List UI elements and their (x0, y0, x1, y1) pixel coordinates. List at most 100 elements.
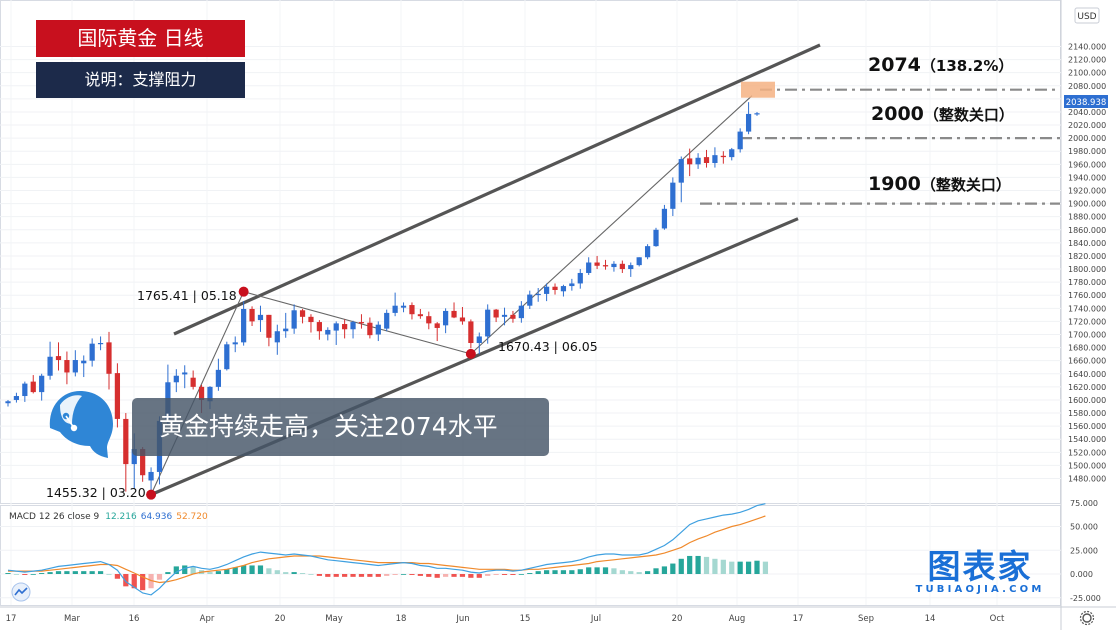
candle-body (342, 324, 348, 330)
candle-body (241, 308, 247, 343)
candle-body (501, 314, 508, 317)
candle-body (594, 262, 600, 266)
candle-body (333, 323, 339, 331)
candle-body (745, 113, 752, 132)
candle-body (468, 321, 474, 344)
price-axis[interactable]: 2140.0002120.0002100.0002080.0002060.000… (1068, 43, 1106, 484)
macd-histogram-bar (451, 574, 457, 577)
candle-body (123, 418, 129, 465)
key-levels (700, 88, 1060, 205)
macd-histogram-bar (409, 574, 415, 575)
candle-body (22, 383, 28, 397)
macd-histogram-bar (687, 555, 693, 574)
candle-body (308, 316, 314, 323)
time-tick-label: 16 (129, 614, 140, 624)
candle-body (106, 342, 112, 374)
macd-histogram-bar (342, 574, 348, 577)
macd-histogram-bar (636, 572, 642, 574)
candle-body (678, 159, 684, 183)
macd-histogram-bar (140, 574, 146, 591)
pivot-points[interactable]: 1455.32 | 03.20 1765.41 | 05.18 1670.43 | … (46, 286, 598, 500)
macd-histogram-bar (89, 571, 95, 574)
candle-body (653, 229, 659, 247)
macd-histogram-bar (535, 571, 541, 574)
level-2074-label: 2074（138.2%） (868, 54, 1013, 76)
macd-histogram-bar (745, 561, 752, 574)
time-tick-label: Jun (455, 614, 469, 624)
currency-badge-box[interactable] (1074, 7, 1100, 24)
macd-histogram-bar (72, 571, 78, 574)
candle-body (409, 305, 415, 315)
candle-body (636, 257, 642, 266)
macd-legend: MACD 12 26 close 9 12.216 64.936 52.720 (9, 512, 208, 522)
candle-body (148, 471, 154, 481)
candle-body (535, 293, 541, 296)
time-tick-label: Oct (990, 614, 1005, 624)
macd-histogram-bar (325, 574, 331, 577)
macd-histogram-bar (39, 573, 45, 574)
price-tick-label: 2040.000 (1068, 108, 1106, 117)
candle-body (249, 308, 255, 322)
candle-body (619, 263, 625, 270)
candle-body (518, 305, 524, 319)
macd-histogram-bar (560, 570, 567, 574)
pivot-label-low-0605: 1670.43 | 06.05 (498, 339, 598, 354)
macd-histogram-bar (81, 571, 87, 574)
macd-histogram-bar (619, 570, 625, 574)
price-tick-label: 1540.000 (1068, 435, 1106, 444)
candle-body (392, 305, 398, 313)
time-tick-label: Sep (858, 614, 874, 624)
macd-histogram-bar (737, 561, 743, 574)
level-1900-label: 1900（整数关口） (868, 173, 1011, 195)
swing-line-3 (470, 95, 753, 355)
pivot-dot-low-0320 (146, 489, 157, 500)
candle-body (350, 322, 356, 330)
macd-histogram-bar (358, 574, 365, 577)
candle-body (586, 262, 592, 273)
macd-histogram-bar (703, 556, 710, 574)
candle-body (64, 360, 70, 373)
macd-histogram-bar (190, 566, 196, 574)
price-tick-label: 2020.000 (1068, 121, 1106, 130)
brand-url: TUBIAOJIA.COM (915, 584, 1045, 595)
chart-subtitle-tag: 说明：支撑阻力 (36, 62, 245, 98)
price-tick-label: 1840.000 (1068, 239, 1106, 248)
macd-histogram-bar (333, 574, 339, 577)
candle-body (266, 314, 272, 338)
candle-body (695, 157, 701, 165)
candle-body (485, 309, 491, 337)
macd-tick-label: 0.000 (1070, 570, 1093, 579)
macd-histogram-bar (720, 559, 726, 574)
macd-histogram-bar (5, 573, 11, 574)
price-tick-label: 1500.000 (1068, 461, 1106, 470)
price-tick-label: 1560.000 (1068, 422, 1106, 431)
macd-histogram-bar (156, 574, 163, 580)
settings-gear-icon[interactable] (1079, 610, 1095, 626)
macd-line (7, 503, 766, 596)
swing-line-2 (243, 291, 472, 355)
candle-body (510, 314, 516, 319)
macd-histogram-bar (712, 558, 718, 574)
candle-body (358, 322, 365, 324)
candle-body (39, 375, 45, 393)
candle-body (602, 265, 609, 267)
time-tick-label: 17 (793, 614, 804, 624)
macd-histogram-bar (215, 571, 222, 574)
candle-body (47, 356, 53, 376)
price-tick-label: 1660.000 (1068, 357, 1106, 366)
macd-histogram-bar (569, 570, 575, 574)
time-axis[interactable]: 17 Mar 16 Apr 20 May 18 Jun 15 Jul 20 Aug 17 Sep 14 Oct (6, 614, 1005, 624)
candle-body (569, 283, 575, 287)
macd-histogram-bar (695, 555, 701, 574)
candlestick-series (5, 102, 760, 492)
macd-histogram-bar (476, 574, 482, 578)
price-tick-label: 1740.000 (1068, 304, 1106, 313)
candle-body (55, 356, 62, 361)
macd-histogram-bar (754, 560, 760, 574)
macd-series (5, 503, 769, 596)
candle-body (720, 155, 726, 158)
macd-histogram-bar (510, 574, 516, 575)
macd-histogram-bar (350, 574, 356, 577)
price-tick-label: 1780.000 (1068, 278, 1106, 287)
macd-histogram-bar (586, 567, 592, 574)
